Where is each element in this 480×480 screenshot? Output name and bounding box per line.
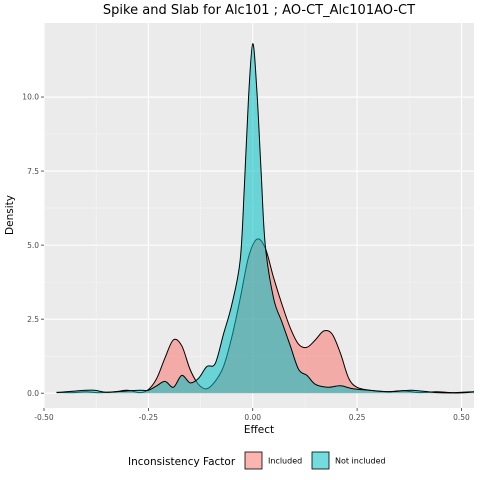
x-tick-label: 0.50 — [453, 413, 470, 422]
legend-label-not-included: Not included — [335, 457, 386, 466]
legend: Inconsistency Factor Included Not include… — [128, 451, 386, 470]
y-tick-label: 10.0 — [22, 93, 39, 102]
x-tick-label: -0.50 — [34, 413, 54, 422]
y-axis-title: Density — [4, 195, 16, 235]
x-tick-label: 0.25 — [349, 413, 366, 422]
y-tick-label: 5.0 — [27, 241, 39, 250]
y-tick-label: 7.5 — [27, 167, 39, 176]
y-axis-tick-labels: 0.0 2.5 5.0 7.5 10.0 — [22, 93, 39, 398]
y-tick-label: 0.0 — [27, 389, 39, 398]
legend-key-included — [244, 451, 263, 470]
axis-ticks — [41, 96, 462, 411]
chart-title: Spike and Slab for Alc101 ; AO-CT_Alc101… — [103, 3, 415, 18]
x-axis-tick-labels: -0.50 -0.25 0.00 0.25 0.50 — [34, 413, 470, 422]
x-tick-label: -0.25 — [139, 413, 159, 422]
legend-key-not-included — [311, 451, 330, 470]
x-axis-title: Effect — [244, 424, 274, 436]
density-line-not-included — [56, 43, 475, 394]
density-series — [56, 43, 475, 394]
legend-title: Inconsistency Factor — [128, 456, 236, 468]
y-tick-label: 2.5 — [27, 315, 39, 324]
x-tick-label: 0.00 — [244, 413, 261, 422]
legend-label-included: Included — [268, 457, 302, 466]
density-area-not-included — [56, 43, 475, 394]
